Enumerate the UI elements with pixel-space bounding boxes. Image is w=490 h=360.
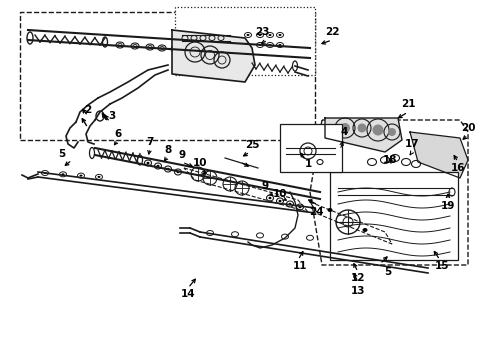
Text: 8: 8 (164, 145, 171, 155)
Ellipse shape (259, 34, 262, 36)
Text: 25: 25 (245, 140, 259, 150)
Text: 19: 19 (441, 201, 455, 211)
Text: 6: 6 (114, 129, 122, 139)
Ellipse shape (298, 206, 301, 208)
Ellipse shape (363, 228, 368, 232)
Circle shape (388, 128, 396, 136)
FancyBboxPatch shape (175, 7, 315, 75)
Ellipse shape (259, 44, 262, 46)
Ellipse shape (156, 165, 160, 167)
Ellipse shape (269, 197, 271, 199)
Text: 5: 5 (384, 267, 392, 277)
Text: 11: 11 (293, 261, 307, 271)
Text: 16: 16 (451, 163, 465, 173)
Ellipse shape (269, 34, 271, 36)
Text: 10: 10 (273, 189, 287, 199)
Circle shape (372, 125, 384, 135)
Ellipse shape (98, 176, 100, 178)
Text: 10: 10 (193, 158, 207, 168)
Circle shape (340, 123, 350, 133)
Text: 17: 17 (405, 139, 419, 149)
Ellipse shape (278, 34, 281, 36)
Text: 14: 14 (181, 289, 196, 299)
Ellipse shape (79, 175, 82, 177)
Ellipse shape (327, 208, 333, 212)
Text: 4: 4 (341, 127, 348, 137)
Circle shape (358, 123, 367, 132)
FancyBboxPatch shape (280, 124, 342, 172)
Text: 15: 15 (435, 261, 449, 271)
Ellipse shape (44, 172, 47, 174)
Polygon shape (172, 30, 255, 82)
Ellipse shape (278, 200, 281, 202)
Ellipse shape (246, 34, 249, 36)
Text: 9: 9 (262, 181, 269, 191)
Text: 1: 1 (304, 159, 312, 169)
Ellipse shape (176, 171, 179, 173)
Ellipse shape (62, 173, 65, 175)
Text: 23: 23 (255, 27, 269, 37)
Text: 12: 12 (351, 273, 365, 283)
Ellipse shape (269, 44, 271, 46)
Text: 24: 24 (309, 207, 323, 217)
Text: 20: 20 (461, 123, 475, 133)
Text: 18: 18 (383, 155, 397, 165)
Text: 2: 2 (84, 105, 92, 115)
Text: 3: 3 (108, 111, 116, 121)
Ellipse shape (147, 162, 149, 164)
Text: 9: 9 (178, 150, 186, 160)
Polygon shape (410, 132, 468, 178)
Text: 21: 21 (401, 99, 415, 109)
FancyBboxPatch shape (330, 172, 458, 260)
Text: 22: 22 (325, 27, 339, 37)
Ellipse shape (167, 168, 170, 170)
Polygon shape (325, 118, 402, 152)
Text: 7: 7 (147, 137, 154, 147)
FancyBboxPatch shape (20, 12, 315, 140)
Text: 5: 5 (58, 149, 66, 159)
Text: 13: 13 (351, 286, 365, 296)
Ellipse shape (278, 44, 281, 46)
Ellipse shape (289, 203, 292, 205)
